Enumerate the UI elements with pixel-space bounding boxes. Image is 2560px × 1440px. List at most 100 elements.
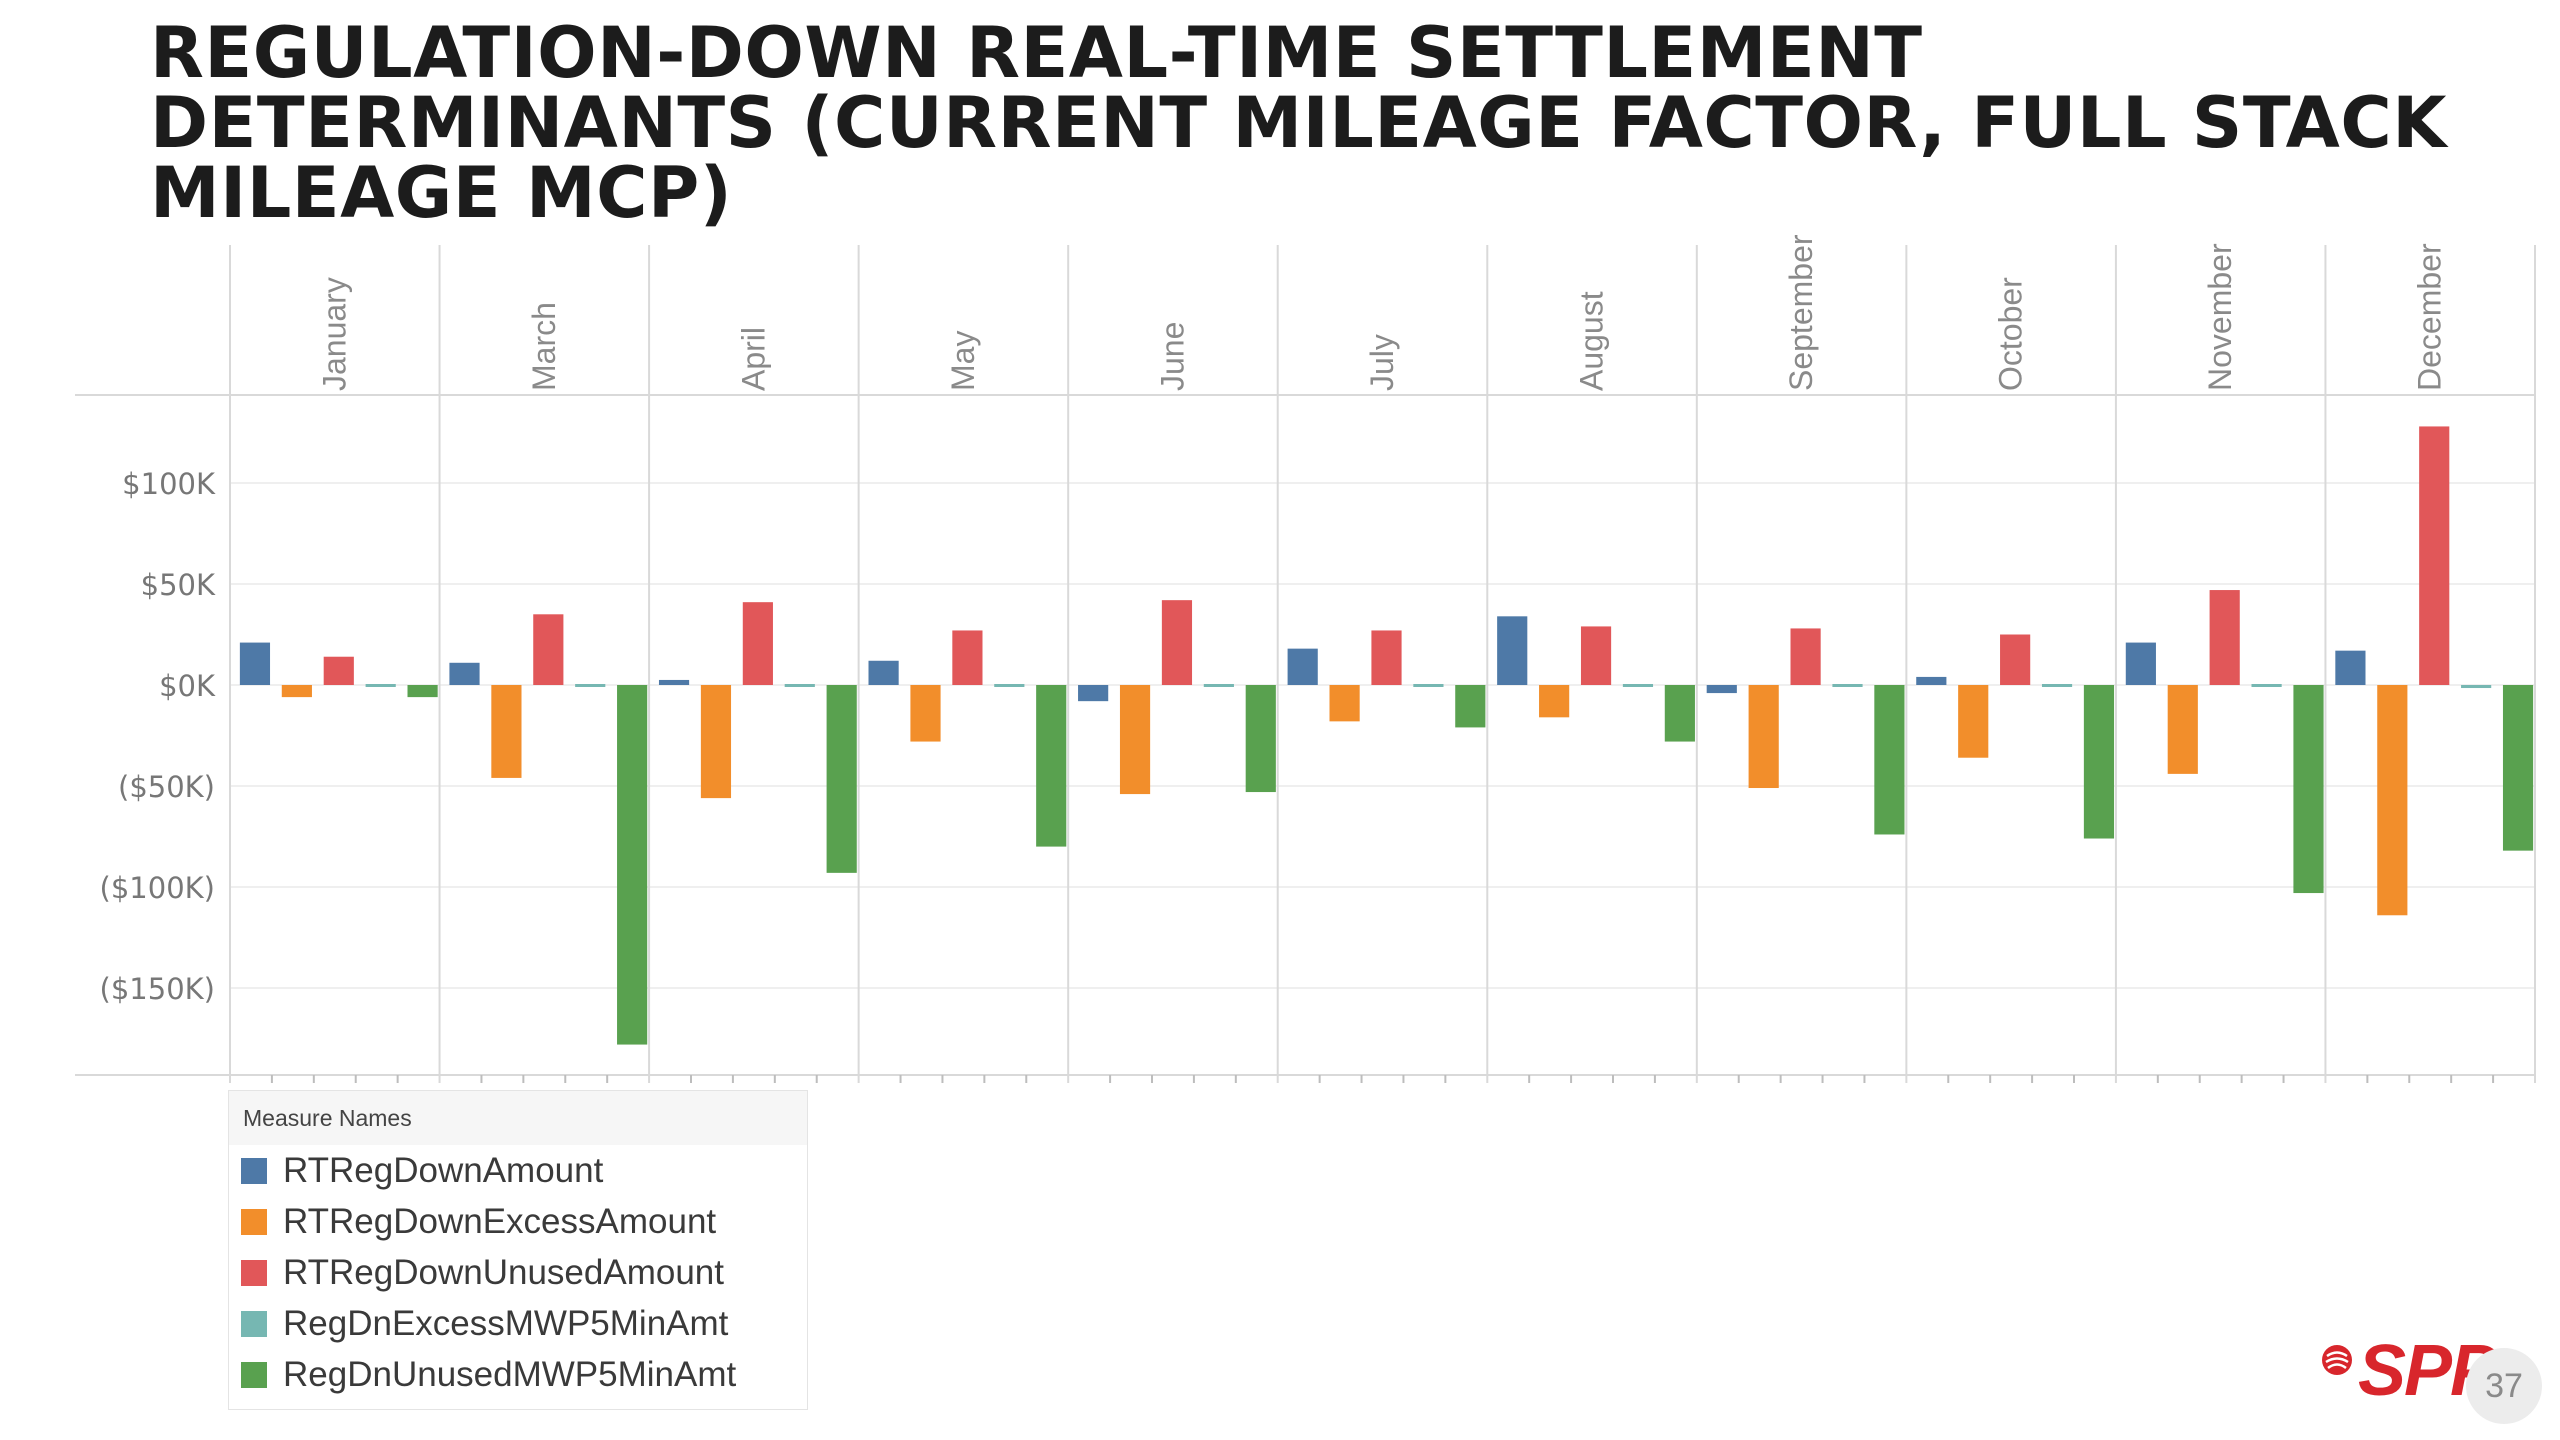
grid-lines — [75, 245, 2536, 1083]
legend-swatch — [241, 1259, 267, 1286]
month-headers: January March April May June July August Septem… — [316, 234, 2447, 391]
bar — [2502, 685, 2534, 851]
month-label: July — [1364, 334, 1400, 391]
legend-item[interactable]: RTRegDownAmount — [229, 1145, 807, 1196]
bar — [449, 662, 480, 685]
bar — [1706, 685, 1737, 694]
bar — [1622, 684, 1654, 687]
bar — [1832, 684, 1863, 687]
bar — [658, 679, 690, 685]
bar — [1036, 685, 1067, 847]
legend-label: RTRegDownUnusedAmount — [283, 1252, 724, 1292]
y-tick-label: $100K — [122, 467, 216, 501]
bar — [1161, 600, 1193, 685]
legend-swatch — [241, 1310, 267, 1337]
y-tick-label: ($150K) — [100, 972, 215, 1006]
bar — [2461, 685, 2492, 689]
y-axis-ticks: $100K $50K $0K ($50K) ($100K) ($150K) — [100, 467, 216, 1006]
month-label: November — [2202, 243, 2238, 391]
bar — [617, 685, 648, 1045]
bar — [1748, 685, 1779, 789]
bar — [2209, 590, 2240, 685]
bar — [1329, 685, 1360, 722]
bar — [742, 602, 773, 685]
bar — [1497, 616, 1528, 685]
bar — [2125, 642, 2156, 685]
bar — [1790, 628, 1821, 685]
bar — [365, 684, 396, 687]
bar — [1287, 648, 1318, 685]
legend-item[interactable]: RTRegDownUnusedAmount — [229, 1247, 807, 1298]
legend-swatch — [241, 1361, 267, 1388]
bar — [1078, 685, 1109, 702]
bar — [2377, 685, 2408, 916]
bar — [2419, 426, 2450, 685]
month-label: April — [735, 327, 771, 391]
bar — [1119, 685, 1151, 795]
bar — [2251, 684, 2282, 687]
bar — [2335, 650, 2366, 685]
bar — [1664, 685, 1695, 742]
y-tick-label: $50K — [141, 568, 216, 602]
bar — [281, 685, 312, 698]
bar — [1539, 685, 1570, 718]
bar — [533, 614, 564, 685]
bar — [407, 685, 438, 698]
legend-header: Measure Names — [229, 1091, 807, 1145]
bar — [826, 685, 857, 873]
month-label: June — [1154, 322, 1190, 391]
bar — [1916, 676, 1947, 685]
legend-label: RegDnExcessMWP5MinAmt — [283, 1303, 729, 1343]
legend-item[interactable]: RegDnExcessMWP5MinAmt — [229, 1298, 807, 1349]
title-line-1: REGULATION-DOWN REAL-TIME SETTLEMENT — [150, 12, 1923, 94]
page-number: 37 — [2466, 1348, 2542, 1424]
bar — [1455, 685, 1486, 728]
legend-label: RegDnUnusedMWP5MinAmt — [283, 1354, 737, 1394]
month-label: December — [2412, 243, 2448, 391]
legend-swatch — [241, 1157, 267, 1184]
bar — [994, 684, 1025, 687]
month-label: May — [945, 331, 981, 391]
legend-label: RTRegDownExcessAmount — [283, 1201, 717, 1241]
y-tick-label: ($50K) — [118, 770, 215, 804]
month-label: August — [1574, 291, 1610, 391]
bar — [700, 685, 732, 799]
month-label: September — [1783, 234, 1819, 391]
chart-title: REGULATION-DOWN REAL-TIME SETTLEMENT DET… — [150, 18, 2450, 228]
month-label: October — [1993, 277, 2029, 391]
spp-logo-icon — [2322, 1345, 2352, 1375]
bar — [784, 684, 815, 687]
bar — [952, 630, 983, 685]
bar — [2293, 685, 2324, 894]
bar — [2000, 634, 2031, 685]
bar — [2167, 685, 2198, 774]
bar — [1874, 685, 1905, 835]
bar — [1203, 684, 1234, 687]
bar — [1413, 684, 1444, 687]
bar — [868, 660, 899, 685]
month-label: March — [526, 302, 562, 391]
bar — [1371, 630, 1402, 685]
bar — [491, 685, 522, 778]
y-tick-label: $0K — [159, 669, 216, 703]
month-label: January — [316, 277, 352, 391]
legend-swatch — [241, 1208, 267, 1235]
bar — [239, 642, 271, 685]
legend-item[interactable]: RegDnUnusedMWP5MinAmt — [229, 1349, 807, 1400]
bar — [1580, 626, 1612, 685]
legend: Measure Names RTRegDownAmount RTRegDownE… — [228, 1090, 808, 1410]
bar — [2083, 685, 2115, 839]
legend-item[interactable]: RTRegDownExcessAmount — [229, 1196, 807, 1247]
bar — [910, 685, 941, 742]
y-tick-label: ($100K) — [100, 871, 215, 905]
bars — [239, 426, 2534, 1045]
bar — [1958, 685, 1989, 758]
bar — [323, 656, 354, 685]
bar — [575, 684, 606, 687]
bar — [2041, 684, 2073, 687]
title-line-3: MILEAGE MCP) — [150, 152, 733, 234]
bar — [1245, 685, 1276, 793]
legend-label: RTRegDownAmount — [283, 1150, 604, 1190]
title-line-2: DETERMINANTS (CURRENT MILEAGE FACTOR, FU… — [150, 82, 2447, 164]
